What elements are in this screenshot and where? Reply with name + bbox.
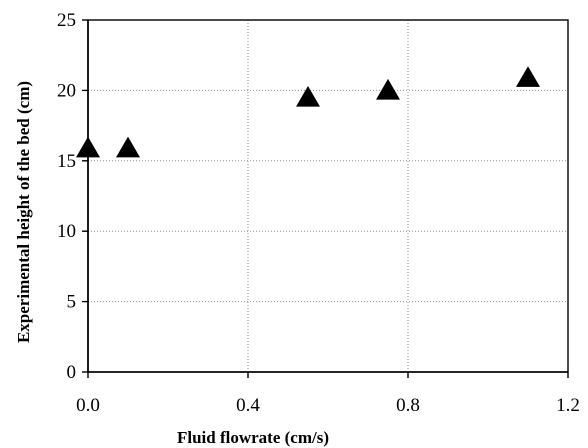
x-tick-label: 1.2 xyxy=(556,395,580,416)
y-tick-label: 5 xyxy=(67,292,77,313)
x-tick-label: 0.8 xyxy=(396,395,420,416)
data-markers xyxy=(76,66,540,158)
x-tick-label: 0.4 xyxy=(236,395,260,416)
x-tick-label: 0.0 xyxy=(76,395,100,416)
y-tick-label: 20 xyxy=(57,80,76,101)
data-point-triangle xyxy=(76,136,100,158)
data-point-triangle xyxy=(376,78,400,100)
data-point-triangle xyxy=(296,85,320,107)
y-tick-label: 25 xyxy=(57,10,76,31)
axis-ticks: 0 5 10 15 20 25 0.0 0.4 0.8 1.2 xyxy=(57,10,580,416)
y-axis-title: Experimental height of the bed (cm) xyxy=(14,81,33,343)
y-tick-label: 0 xyxy=(67,362,77,383)
data-point-triangle xyxy=(116,136,140,158)
plot-frame xyxy=(87,19,569,373)
y-tick-label: 10 xyxy=(57,221,76,242)
data-point-triangle xyxy=(516,66,540,87)
gridlines xyxy=(88,20,568,372)
y-tick-label: 15 xyxy=(57,151,76,172)
x-axis-title: Fluid flowrate (cm/s) xyxy=(177,428,329,447)
